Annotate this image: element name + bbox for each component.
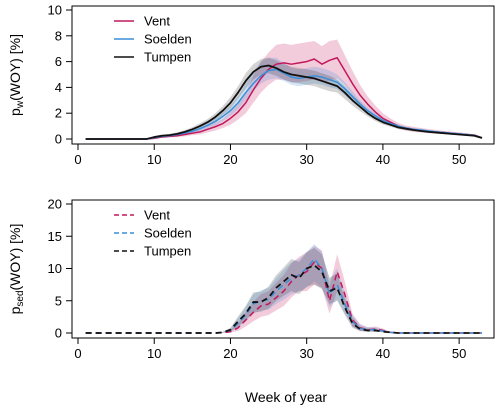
panel-pw-ytick-label: 6 [55, 54, 62, 69]
panel-psed-xaxis: 0 10 20 30 40 50 [74, 338, 466, 361]
panel-psed: 0 5 10 15 20 0 10 20 30 40 50 Vent Soelden Tumpen p… [7, 197, 495, 361]
panel-pw-band-vent [85, 39, 483, 139]
panel-psed-xtick-label: 40 [376, 346, 390, 361]
panel-pw-legend-label-vent: Vent [144, 14, 170, 29]
panel-psed-ylabel-sub: sed [15, 290, 26, 306]
panel-pw-ylabel-main: p [7, 108, 23, 116]
panel-pw-frame [71, 5, 495, 145]
panel-pw-legend-label-soelden: Soelden [144, 32, 192, 47]
panel-psed-legend-label-vent: Vent [144, 208, 170, 223]
panel-psed-xtick-label: 30 [299, 346, 313, 361]
panel-pw-xaxis: 0 10 20 30 40 50 [74, 144, 466, 167]
panel-pw-ytick-label: 0 [55, 132, 62, 147]
panel-psed-ytick-label: 0 [55, 326, 62, 341]
panel-pw-yaxis: 0 2 4 6 8 10 [48, 3, 72, 147]
panel-pw-line-tumpen [85, 64, 483, 140]
panel-psed-legend-label-tumpen: Tumpen [144, 244, 191, 259]
panel-pw-xtick-label: 40 [376, 152, 390, 167]
panel-pw: 0 2 4 6 8 10 0 10 20 30 40 50 Vent Soelden Tumpen pw… [7, 3, 495, 167]
panel-psed-line-vent [85, 261, 482, 334]
panel-pw-ylabel-sub: w [15, 100, 26, 109]
panel-pw-xtick-label: 50 [452, 152, 466, 167]
panel-pw-xtick-label: 30 [299, 152, 313, 167]
panel-pw-xtick-label: 10 [147, 152, 161, 167]
panel-psed-xtick-label: 0 [74, 346, 81, 361]
panel-pw-lines [85, 56, 483, 140]
panel-pw-ytick-label: 2 [55, 106, 62, 121]
panel-psed-ytick-label: 20 [48, 197, 62, 212]
panel-pw-ytick-label: 10 [48, 3, 62, 18]
panel-psed-ytick-label: 5 [55, 293, 62, 308]
panel-pw-legend: Vent Soelden Tumpen [114, 14, 192, 65]
panel-psed-ylabel: psed(WOY) [%] [7, 224, 26, 315]
panel-psed-legend-label-soelden: Soelden [144, 226, 192, 241]
panel-psed-xtick-label: 20 [223, 346, 237, 361]
panel-pw-xtick-label: 0 [74, 152, 81, 167]
panel-pw-ylabel-rest: (WOY) [%] [7, 34, 23, 101]
panel-psed-yaxis: 0 5 10 15 20 [48, 197, 72, 341]
panel-psed-band-vent [85, 245, 483, 333]
panel-psed-xtick-label: 50 [452, 346, 466, 361]
panel-pw-ytick-label: 8 [55, 28, 62, 43]
panel-psed-lines [85, 258, 482, 334]
panel-psed-ytick-label: 15 [48, 229, 62, 244]
panel-pw-legend-label-tumpen: Tumpen [144, 50, 191, 65]
x-axis-title: Week of year [245, 389, 328, 405]
panel-psed-line-tumpen [85, 264, 482, 334]
panel-psed-ylabel-main: p [7, 306, 23, 314]
panel-psed-ylabel-rest: (WOY) [%] [7, 224, 23, 291]
panel-pw-band-tumpen [85, 57, 483, 140]
panel-pw-ylabel: pw(WOY) [%] [7, 34, 26, 116]
panel-psed-xtick-label: 10 [147, 346, 161, 361]
panel-pw-ytick-label: 4 [55, 80, 62, 95]
panel-psed-legend: Vent Soelden Tumpen [114, 208, 192, 259]
panel-psed-band-soelden [85, 243, 483, 333]
panel-pw-xtick-label: 20 [223, 152, 237, 167]
panel-psed-ytick-label: 10 [48, 261, 62, 276]
